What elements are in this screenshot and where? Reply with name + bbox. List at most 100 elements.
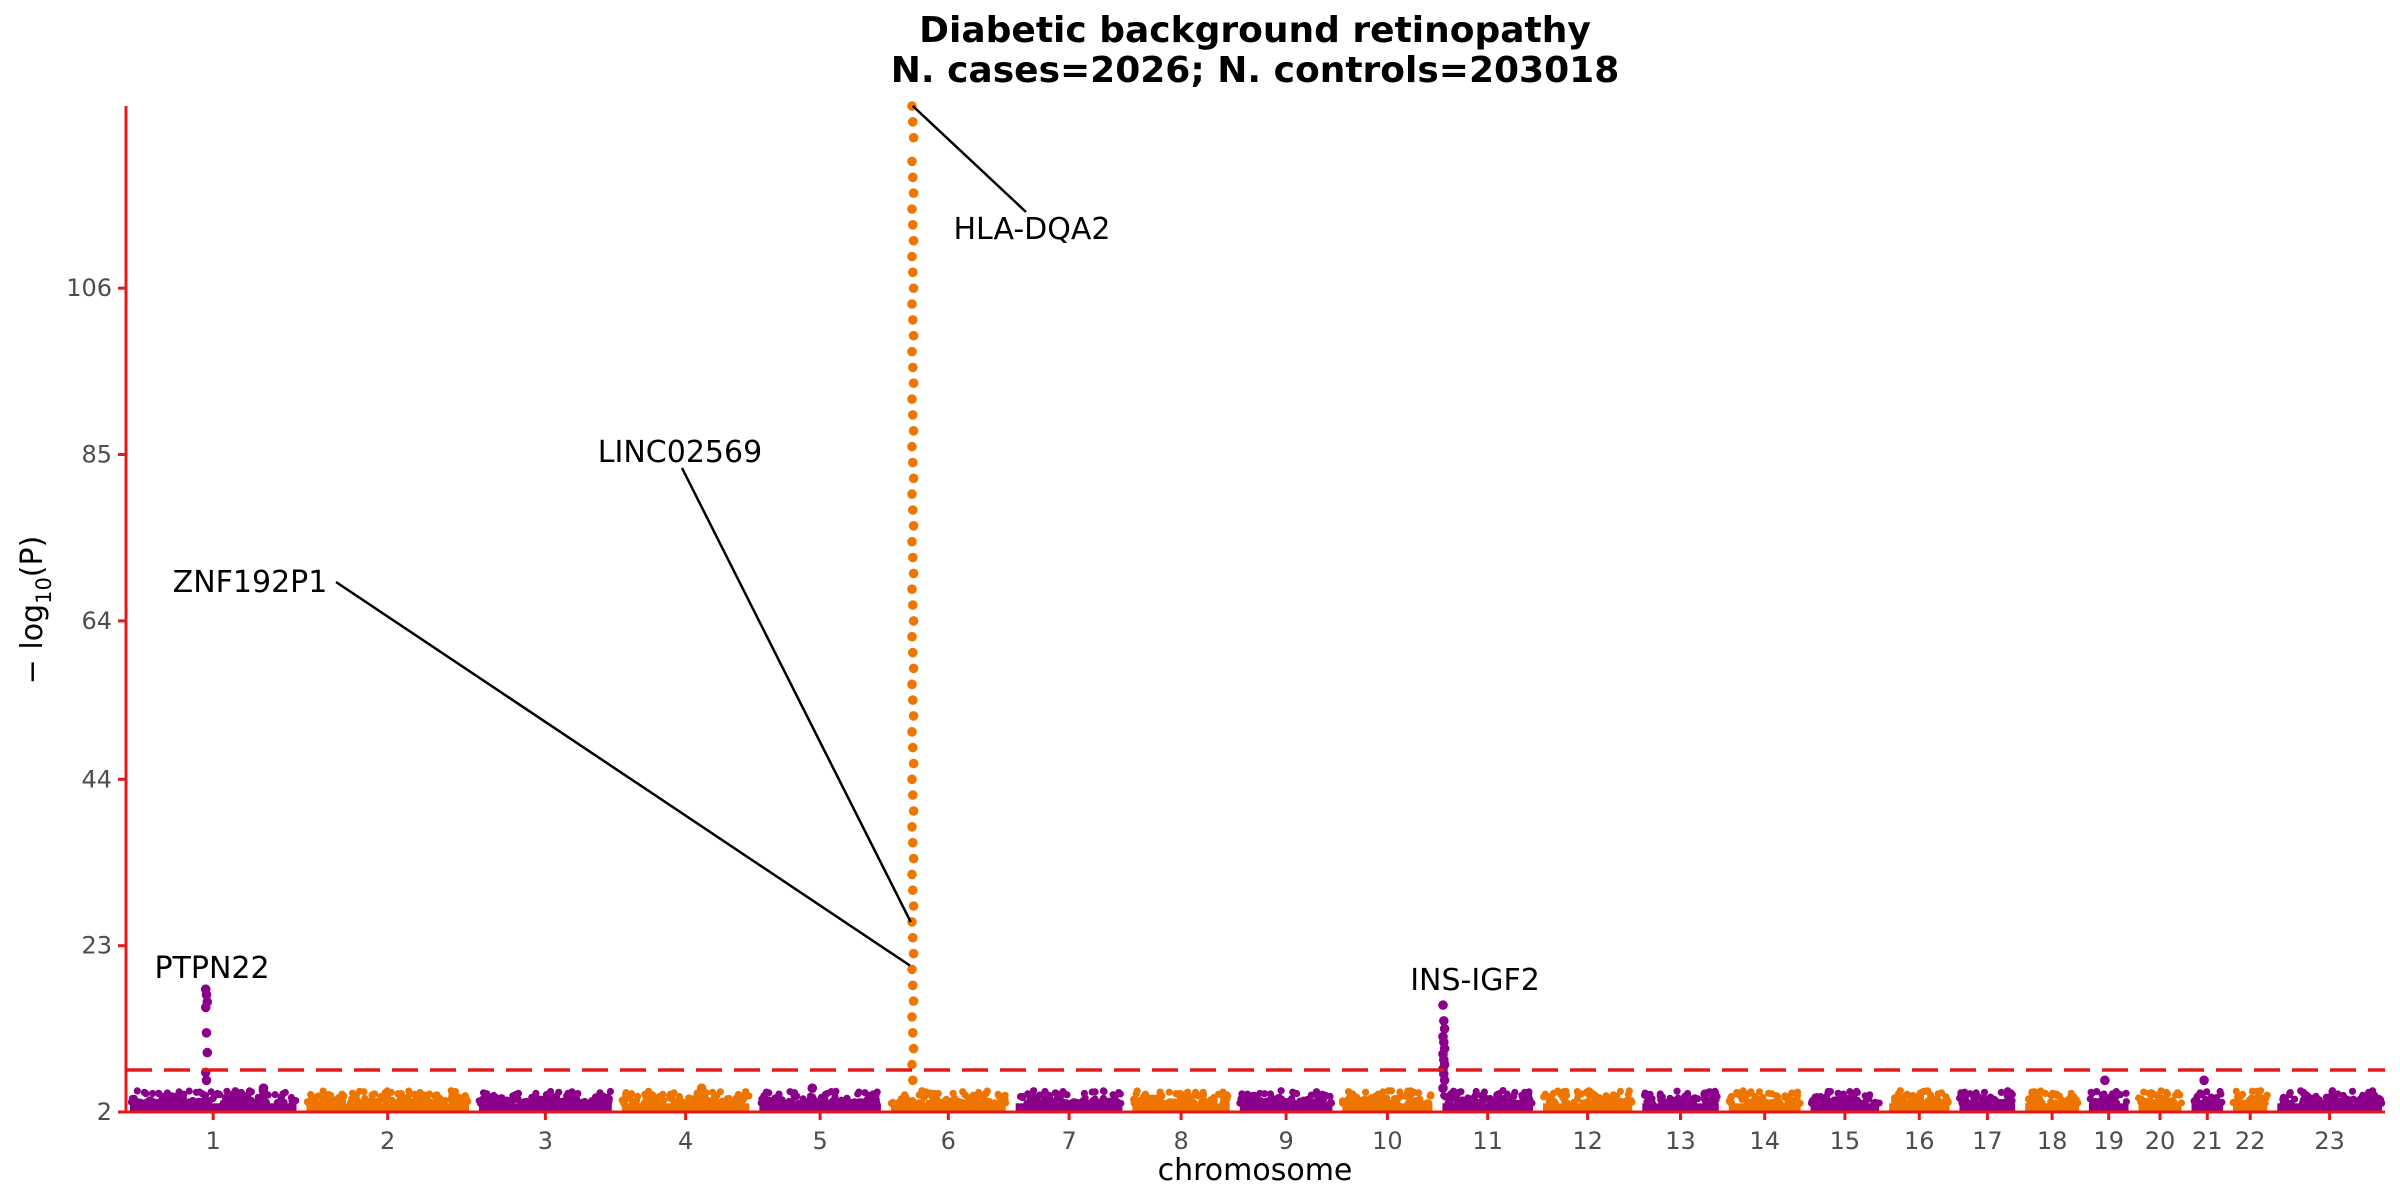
snp-point — [2138, 1096, 2146, 1104]
snp-point — [2359, 1099, 2368, 1107]
y-tick-label-64: 64 — [81, 607, 112, 635]
snp-point — [2194, 1092, 2202, 1100]
snp-point — [1809, 1096, 1817, 1104]
snp-point — [1370, 1099, 1378, 1107]
snp-point — [1217, 1091, 1225, 1099]
snp-point — [2176, 1091, 2184, 1099]
snp-point — [334, 1098, 342, 1106]
snp-point — [2099, 1096, 2107, 1104]
snp-point — [1293, 1090, 1301, 1098]
snp-point — [2170, 1098, 2178, 1106]
x-tick-label-15: 15 — [1830, 1127, 1861, 1155]
snp-point — [271, 1091, 279, 1099]
snp-point — [1934, 1096, 1942, 1104]
snp-point — [405, 1097, 413, 1105]
snp-point — [370, 1090, 379, 1098]
snp-point — [1210, 1093, 1218, 1102]
snp-point — [1306, 1098, 1314, 1106]
x-tick-label-3: 3 — [538, 1127, 553, 1155]
peak-point-chr6 — [908, 616, 919, 626]
snp-point — [824, 1089, 832, 1097]
snp-point — [280, 1098, 288, 1106]
snp-point — [1164, 1099, 1172, 1107]
snp-point — [1415, 1089, 1423, 1097]
snp-point — [1081, 1099, 1089, 1107]
snp-point — [1453, 1098, 1461, 1106]
peak-point-chr6 — [908, 426, 919, 436]
peak-point-chr11 — [1438, 1083, 1448, 1093]
peak-point-chr6 — [908, 932, 918, 943]
gene-label-linc02569: LINC02569 — [598, 435, 762, 470]
x-tick-label-20: 20 — [2145, 1127, 2176, 1155]
snp-point — [1857, 1099, 1865, 1107]
snp-point — [660, 1096, 668, 1104]
peak-point-chr1 — [201, 1075, 212, 1086]
chart-title-line1: Diabetic background retinopathy — [919, 10, 1591, 51]
snp-point — [1362, 1088, 1370, 1096]
snp-point — [1224, 1092, 1232, 1100]
snp-point — [278, 1093, 286, 1101]
snp-point — [940, 1099, 948, 1107]
peak-point-chr6 — [908, 267, 918, 278]
snp-point — [1818, 1096, 1826, 1105]
snp-point — [185, 1087, 193, 1095]
snp-point — [1921, 1087, 1929, 1095]
snp-point — [2089, 1099, 2097, 1107]
x-tick-label-13: 13 — [1665, 1127, 1696, 1155]
peak-point-chr6 — [907, 441, 917, 452]
peak-point-chr6 — [907, 774, 917, 785]
snp-point — [1165, 1088, 1173, 1096]
snp-point — [1786, 1092, 1794, 1100]
peak-point-chr6 — [908, 1028, 918, 1038]
snp-point — [179, 1099, 187, 1107]
snp-point — [155, 1089, 163, 1097]
snp-point — [2028, 1088, 2036, 1096]
snp-point — [564, 1089, 572, 1097]
snp-point — [587, 1098, 595, 1106]
snp-point — [1554, 1087, 1562, 1095]
peak-point-chr6 — [908, 315, 918, 325]
snp-point — [1201, 1099, 1209, 1107]
snp-point — [2216, 1087, 2224, 1096]
annotation-connector-znf192p1 — [335, 580, 911, 967]
chromosome-band-16 — [1889, 1103, 1950, 1112]
snp-point — [622, 1089, 630, 1097]
snp-point — [1761, 1099, 1769, 1107]
snp-point — [1684, 1089, 1692, 1098]
snp-point — [1725, 1097, 1733, 1105]
snp-point — [831, 1092, 839, 1101]
snp-point — [304, 1098, 312, 1106]
snp-point — [476, 1099, 485, 1107]
snp-point — [1743, 1099, 1752, 1107]
snp-point — [808, 1096, 816, 1104]
snp-point — [1404, 1087, 1412, 1095]
chromosome-band-9 — [1239, 1103, 1333, 1112]
snp-point — [213, 1089, 222, 1098]
snp-point — [793, 1092, 801, 1100]
snp-point — [899, 1096, 908, 1104]
snp-point — [2200, 1099, 2208, 1107]
snp-point — [606, 1087, 615, 1096]
snp-point — [2161, 1094, 2169, 1102]
x-tick-label-5: 5 — [812, 1127, 827, 1155]
chromosome-band-5 — [759, 1103, 881, 1112]
snp-point — [1656, 1090, 1664, 1098]
chromosome-band-13 — [1642, 1103, 1719, 1112]
snp-point — [319, 1094, 328, 1102]
snp-point — [1047, 1099, 1055, 1107]
snp-point — [433, 1091, 441, 1099]
snp-point — [2232, 1087, 2240, 1095]
snp-point — [383, 1087, 391, 1095]
snp-point — [920, 1094, 928, 1102]
snp-point — [149, 1089, 157, 1098]
snp-point — [2236, 1093, 2244, 1101]
snp-point — [1068, 1099, 1076, 1107]
snp-point — [1967, 1099, 1975, 1107]
snp-point — [850, 1099, 858, 1107]
snp-point — [426, 1098, 435, 1106]
snp-point — [327, 1091, 335, 1099]
snp-point — [1237, 1095, 1245, 1103]
snp-point — [1772, 1098, 1780, 1106]
snp-point — [1673, 1087, 1681, 1095]
